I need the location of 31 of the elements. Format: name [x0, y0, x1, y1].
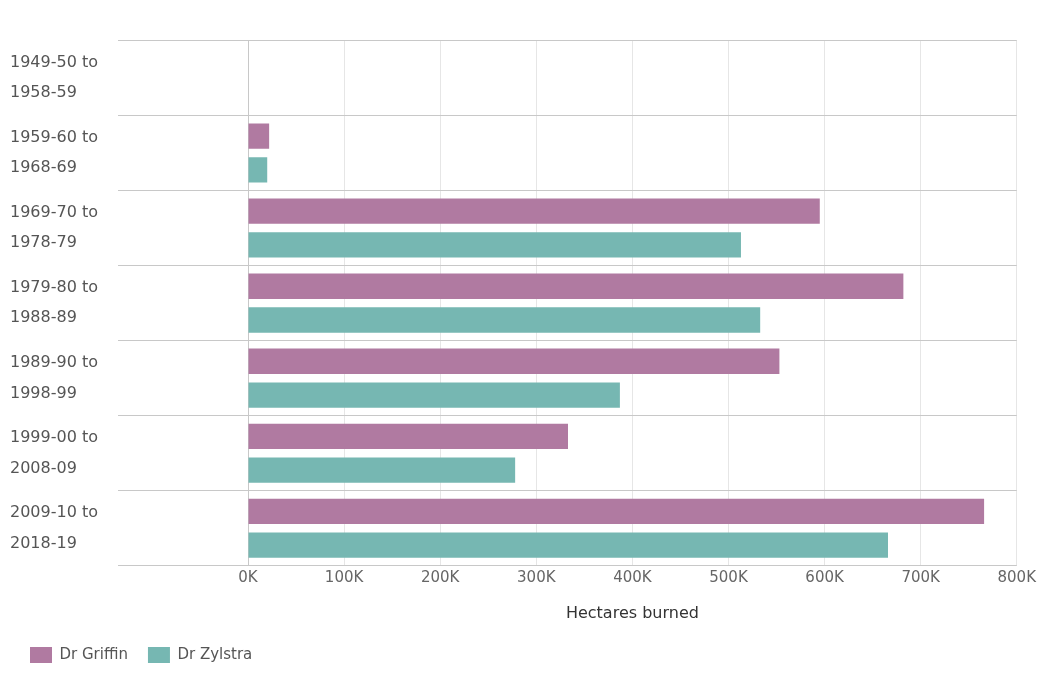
bar — [248, 198, 820, 224]
bar — [248, 498, 985, 525]
x-tick-label: 600K — [805, 567, 845, 586]
x-tick-label: 800K — [997, 567, 1038, 586]
bar — [248, 232, 741, 258]
y-tick-label: 1949-50 to 1958-59 — [10, 51, 98, 102]
x-tick-label: 200K — [420, 567, 461, 586]
bar — [248, 157, 268, 183]
bar — [248, 382, 620, 408]
y-tick-label: 1969-70 to 1978-79 — [10, 202, 98, 252]
bar — [248, 307, 761, 333]
x-tick-label: 0K — [238, 567, 259, 586]
y-tick-label: 1959-60 to 1968-69 — [10, 126, 98, 177]
bar — [248, 273, 904, 299]
x-tick-label: 400K — [613, 567, 653, 586]
y-tick-label: 2009-10 to 2018-19 — [10, 502, 98, 552]
bar — [248, 348, 780, 374]
x-tick-label: 700K — [901, 567, 942, 586]
x-tick-label: 500K — [709, 567, 749, 586]
legend-label: Dr Zylstra — [177, 644, 253, 663]
bar — [248, 123, 270, 149]
legend-label: Dr Griffin — [59, 644, 128, 663]
bar — [248, 423, 568, 449]
y-tick-label: 1999-00 to 2008-09 — [10, 427, 98, 477]
x-tick-label: 100K — [324, 567, 365, 586]
y-tick-label: 1989-90 to 1998-99 — [10, 352, 98, 402]
x-tick-label: 300K — [517, 567, 557, 586]
y-tick-label: 1979-80 to 1988-89 — [10, 277, 98, 327]
x-axis-title: Hectares burned — [565, 602, 699, 622]
bar — [248, 457, 516, 483]
bar — [248, 532, 888, 558]
